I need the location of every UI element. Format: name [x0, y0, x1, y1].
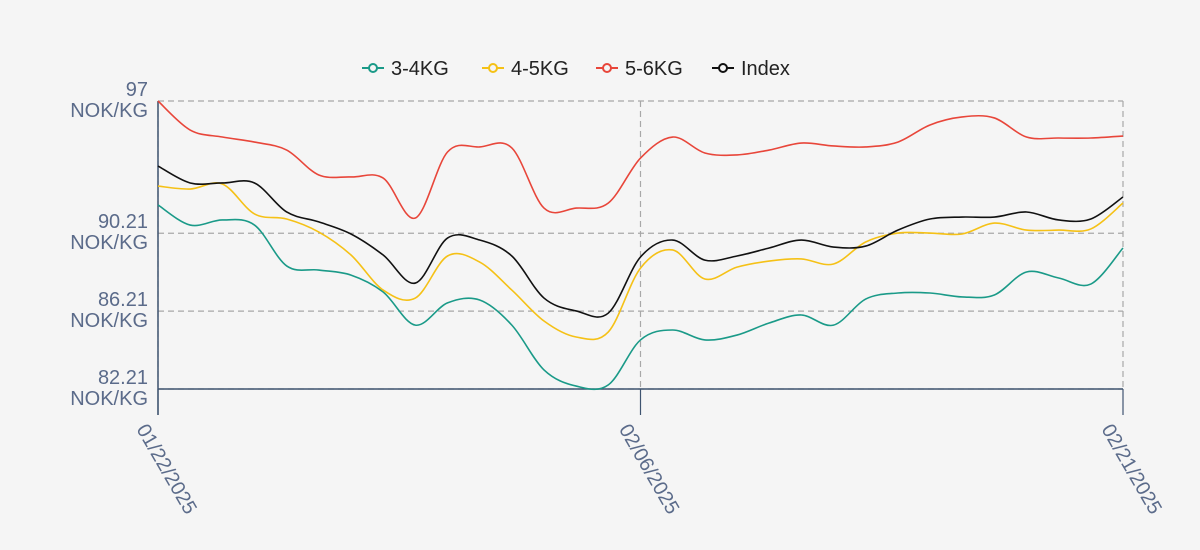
- x-tick-label: 01/22/2025: [132, 421, 201, 519]
- legend-marker: [488, 63, 498, 73]
- x-tick-label: 02/21/2025: [1097, 421, 1166, 519]
- y-tick-label: 97 NOK/KG: [70, 79, 148, 122]
- legend-label: Index: [741, 58, 790, 80]
- legend-marker: [718, 63, 728, 73]
- y-tick-label: 86.21 NOK/KG: [70, 289, 148, 333]
- legend-label: 3-4KG: [391, 58, 449, 80]
- series-line: [157, 182, 1124, 341]
- x-tick-label: 02/06/2025: [614, 421, 683, 519]
- y-tick-label: 82.21 NOK/KG: [70, 367, 148, 410]
- series-line: [157, 204, 1124, 391]
- legend-marker: [368, 63, 378, 73]
- legend-label: 5-6KG: [625, 58, 683, 80]
- series-line: [157, 165, 1124, 318]
- legend-label: 4-5KG: [511, 58, 569, 80]
- legend-marker: [602, 63, 612, 73]
- y-tick-label: 90.21 NOK/KG: [70, 211, 148, 255]
- series-line: [157, 100, 1124, 219]
